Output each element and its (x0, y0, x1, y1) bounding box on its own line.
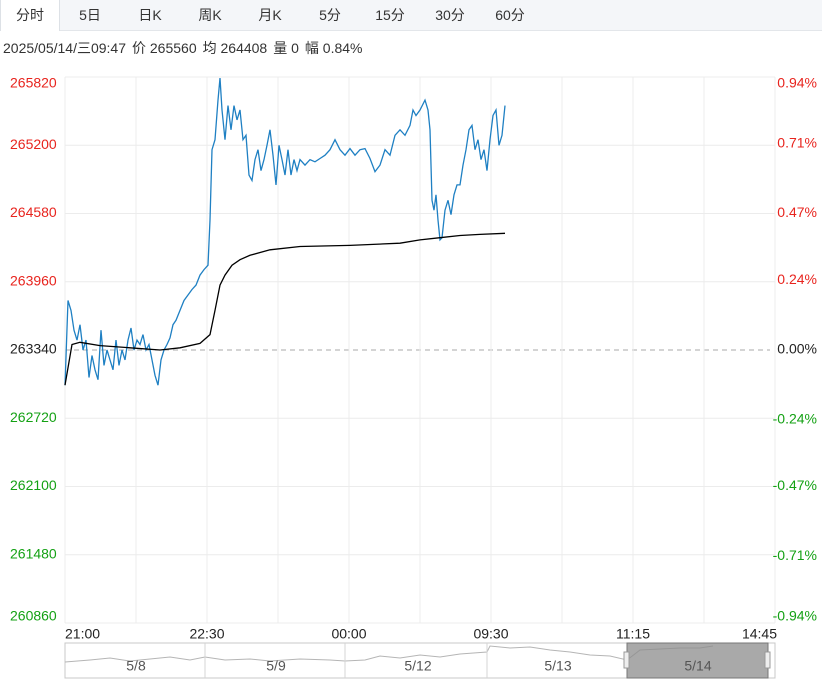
y-tick-label: 265820 (10, 75, 57, 91)
y2-tick-label: 0.47% (777, 204, 817, 220)
navigator (64, 642, 776, 679)
navigator-date: 5/8 (126, 658, 146, 674)
tab[interactable]: 周K (198, 7, 222, 23)
y2-tick-label: -0.24% (773, 410, 817, 426)
y2-tick-label: -0.94% (773, 608, 817, 624)
navigator-date: 5/14 (684, 658, 711, 674)
y-tick-label: 263960 (10, 272, 57, 288)
x-tick-label: 11:15 (616, 626, 650, 642)
navigator-date: 5/9 (266, 658, 286, 674)
info-item: 2025/05/14/三09:47 (3, 40, 126, 56)
tab[interactable]: 15分 (375, 7, 405, 23)
info-item: 幅 0.84% (304, 40, 363, 56)
x-tick-label: 21:00 (65, 626, 100, 642)
price-line (64, 232, 506, 386)
tab-bar: 分时 5日 日K 周K 月K 5分 15分 30分 60分 (0, 0, 822, 31)
y2-tick-label: 0.71% (777, 135, 817, 151)
tab[interactable]: 60分 (495, 7, 525, 23)
tab[interactable]: 分时 (0, 0, 60, 31)
tab[interactable]: 5分 (319, 7, 341, 23)
navigator-handle[interactable] (764, 651, 771, 669)
tab[interactable]: 日K (138, 7, 162, 23)
y2-tick-label: -0.47% (773, 477, 817, 493)
navigator-date: 5/12 (404, 658, 431, 674)
y-tick-label: 263340 (10, 341, 57, 357)
y-tick-label: 261480 (10, 545, 57, 561)
navigator-handle[interactable] (623, 651, 630, 669)
x-tick-label: 00:00 (331, 626, 366, 642)
x-tick-label: 22:30 (189, 626, 224, 642)
plot (64, 76, 776, 624)
x-tick-label: 14:45 (742, 626, 777, 642)
y2-tick-label: 0.00% (777, 341, 817, 357)
y-tick-label: 260860 (10, 608, 57, 624)
tab[interactable]: 月K (258, 7, 282, 23)
info-line: 2025/05/14/三09:47 价 265560 均 264408 量 0 幅 0.… (3, 38, 369, 58)
info-item: 均 264408 (202, 40, 268, 56)
x-tick-label: 09:30 (473, 626, 508, 642)
navigator-date: 5/13 (544, 658, 571, 674)
info-item: 价 265560 (132, 40, 197, 56)
info-item: 量 0 (273, 40, 299, 56)
price-line (64, 78, 506, 386)
tab[interactable]: 30分 (435, 7, 465, 23)
y2-tick-label: 0.24% (777, 271, 817, 287)
tab[interactable]: 5日 (79, 7, 101, 23)
y-tick-label: 262720 (10, 409, 57, 425)
y2-tick-label: -0.71% (773, 547, 817, 563)
navigator-line (64, 645, 714, 663)
y-tick-label: 264580 (10, 204, 57, 220)
y-tick-label: 262100 (10, 477, 57, 493)
y-tick-label: 265200 (10, 136, 57, 152)
y2-tick-label: 0.94% (777, 75, 817, 91)
